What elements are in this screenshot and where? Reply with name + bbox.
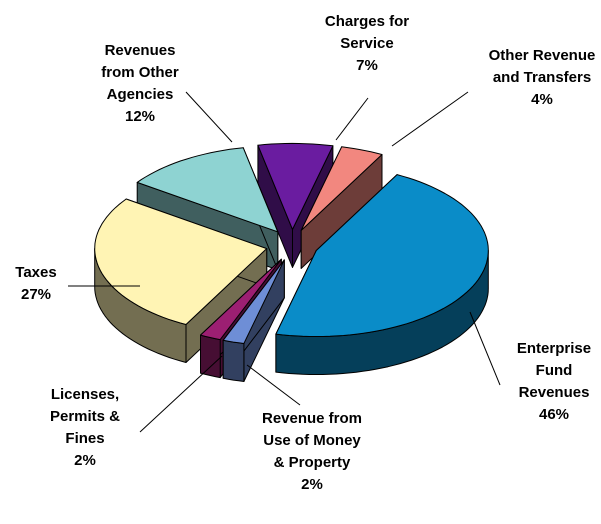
leader-line <box>335 97 369 141</box>
slice <box>222 259 285 382</box>
slice-top <box>200 258 282 341</box>
value-label: 27% <box>20 286 52 303</box>
slice-top <box>222 259 285 344</box>
slice-top <box>257 142 334 230</box>
slice-wall <box>200 334 221 379</box>
category-label: Charges for Service <box>324 13 410 52</box>
slice-top <box>300 146 383 231</box>
value-label: 4% <box>531 91 553 108</box>
slice-label: Enterprise Fund Revenues 46% <box>508 338 600 426</box>
category-label: Revenues from Other Agencies <box>101 42 179 103</box>
leader-line <box>469 311 501 386</box>
slice-label: Licenses, Permits & Fines 2% <box>37 384 133 472</box>
slice-top <box>94 198 268 325</box>
value-label: 46% <box>538 406 570 423</box>
slice-wall <box>222 339 245 382</box>
slice-label: Charges for Service 7% <box>302 11 432 77</box>
value-label: 12% <box>124 108 156 125</box>
value-label: 2% <box>74 452 96 469</box>
value-label: 7% <box>356 57 378 74</box>
leader-line <box>246 364 301 406</box>
category-label: Other Revenue and Transfers <box>488 47 596 86</box>
leader-line <box>139 355 223 433</box>
category-label: Licenses, Permits & Fines <box>49 386 121 447</box>
slice-top <box>136 147 279 233</box>
leader-line <box>185 91 233 143</box>
category-label: Revenue from Use of Money & Property <box>261 410 363 471</box>
category-label: Taxes <box>15 264 57 281</box>
slice-top <box>275 174 489 337</box>
slice-label: Other Revenue and Transfers 4% <box>478 45 601 111</box>
slice <box>94 198 268 363</box>
value-label: 2% <box>301 476 323 493</box>
slice-label: Revenues from Other Agencies 12% <box>88 40 192 128</box>
category-label: Enterprise Fund Revenues <box>516 340 592 401</box>
slice-label: Taxes 27% <box>8 262 64 306</box>
slice-label: Revenue from Use of Money & Property 2% <box>258 408 366 496</box>
leader-line <box>391 91 469 147</box>
slice <box>275 174 489 375</box>
slice <box>300 146 383 269</box>
